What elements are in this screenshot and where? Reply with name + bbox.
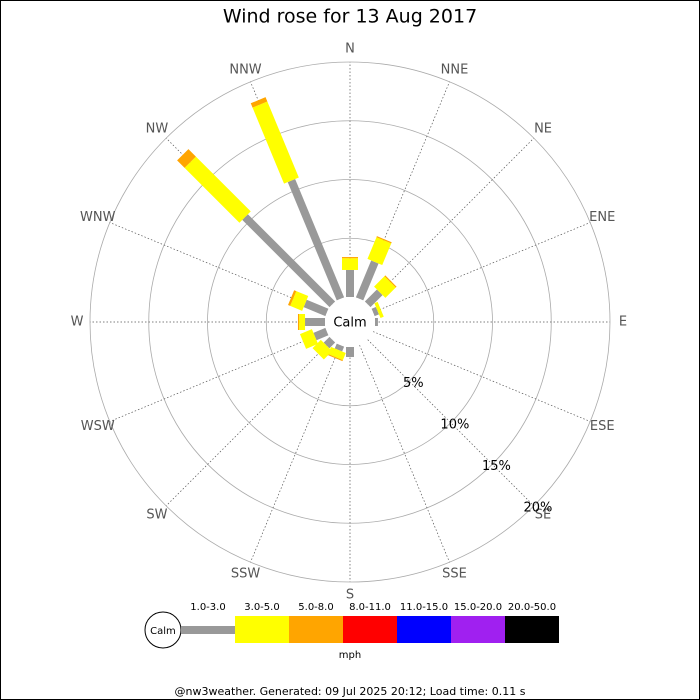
- bar-segment: [303, 299, 329, 317]
- spoke: [250, 344, 341, 563]
- direction-label: NW: [146, 121, 169, 136]
- bar-segment: [355, 260, 379, 301]
- direction-label: ESE: [590, 419, 615, 434]
- legend-swatch: [505, 616, 559, 643]
- direction-label: S: [346, 588, 354, 603]
- bar-segment: [184, 156, 251, 223]
- ring-label: 10%: [440, 417, 469, 432]
- direction-label: SSE: [442, 567, 467, 582]
- spoke: [367, 339, 535, 507]
- direction-label: SE: [535, 508, 551, 523]
- direction-label: WNW: [80, 210, 116, 225]
- bar-segment: [342, 257, 358, 259]
- direction-label: E: [619, 315, 627, 330]
- bar-segment: [299, 314, 306, 330]
- bar-segment: [312, 339, 333, 360]
- ring-label: 20%: [524, 500, 553, 515]
- ring-label: 15%: [482, 459, 511, 474]
- legend-swatch: [343, 616, 397, 643]
- spoke: [372, 222, 591, 313]
- grid-ring: [265, 237, 435, 407]
- direction-label: NNW: [229, 62, 261, 77]
- bar-segment: [290, 291, 309, 311]
- bar-segment: [384, 275, 397, 288]
- bar-segment: [287, 179, 345, 301]
- legend-label: 8.0-11.0: [349, 602, 391, 613]
- bar-segment: [374, 301, 384, 319]
- bar-segment: [177, 149, 196, 168]
- bar-segment: [250, 97, 268, 108]
- spoke: [359, 344, 450, 563]
- spoke: [367, 137, 535, 305]
- legend-swatch: [289, 616, 343, 643]
- direction-label: SW: [146, 508, 167, 523]
- bar-segment: [364, 289, 383, 308]
- bar-segment: [371, 306, 379, 317]
- direction-label: ENE: [589, 210, 615, 225]
- legend-swatch: [181, 626, 235, 634]
- spoke: [109, 222, 328, 313]
- legend-swatch: [235, 616, 289, 643]
- bar-segment: [346, 269, 354, 297]
- bar-segment: [327, 353, 343, 362]
- chart-title: Wind rose for 13 Aug 2017: [223, 6, 477, 28]
- bar-segment: [299, 329, 319, 349]
- spoke: [372, 331, 591, 422]
- calm-circle: [325, 297, 375, 347]
- grid-ring: [207, 179, 493, 465]
- direction-label: WSW: [81, 419, 115, 434]
- bar-segment: [342, 258, 358, 270]
- legend-label: 3.0-5.0: [244, 602, 279, 613]
- spoke: [109, 331, 328, 422]
- legend-calm-label: Calm: [150, 626, 176, 637]
- bar-segment: [334, 343, 345, 352]
- legend-label: 1.0-3.0: [190, 602, 225, 613]
- direction-label: NNE: [441, 62, 469, 77]
- calm-label: Calm: [333, 316, 366, 331]
- bar-segment: [297, 314, 300, 330]
- bar-segment: [323, 336, 336, 349]
- direction-label: SSW: [231, 567, 261, 582]
- legend-swatch: [451, 616, 505, 643]
- legend-label: 15.0-20.0: [454, 602, 502, 613]
- bar-segment: [367, 237, 392, 266]
- legend-label: 20.0-50.0: [508, 602, 556, 613]
- bar-segment: [328, 346, 346, 361]
- bar-segment: [252, 101, 299, 184]
- bar-segment: [376, 236, 392, 244]
- direction-label: N: [345, 42, 355, 57]
- spoke: [165, 339, 333, 507]
- bar-segment: [346, 347, 354, 357]
- bar-segment: [375, 318, 378, 326]
- bar-segment: [374, 276, 396, 298]
- legend-label: 11.0-15.0: [400, 602, 448, 613]
- footer: @nw3weather. Generated: 09 Jul 2025 20:1…: [175, 685, 526, 698]
- bar-segment: [305, 318, 325, 326]
- bar-segment: [288, 290, 297, 306]
- legend-label: 5.0-8.0: [298, 602, 333, 613]
- direction-label: W: [71, 315, 84, 330]
- bar-segment: [242, 214, 336, 308]
- bar-segment: [313, 327, 329, 341]
- ring-label: 5%: [403, 376, 424, 391]
- units-label: mph: [339, 650, 361, 661]
- direction-label: NE: [534, 121, 552, 136]
- legend-swatch: [397, 616, 451, 643]
